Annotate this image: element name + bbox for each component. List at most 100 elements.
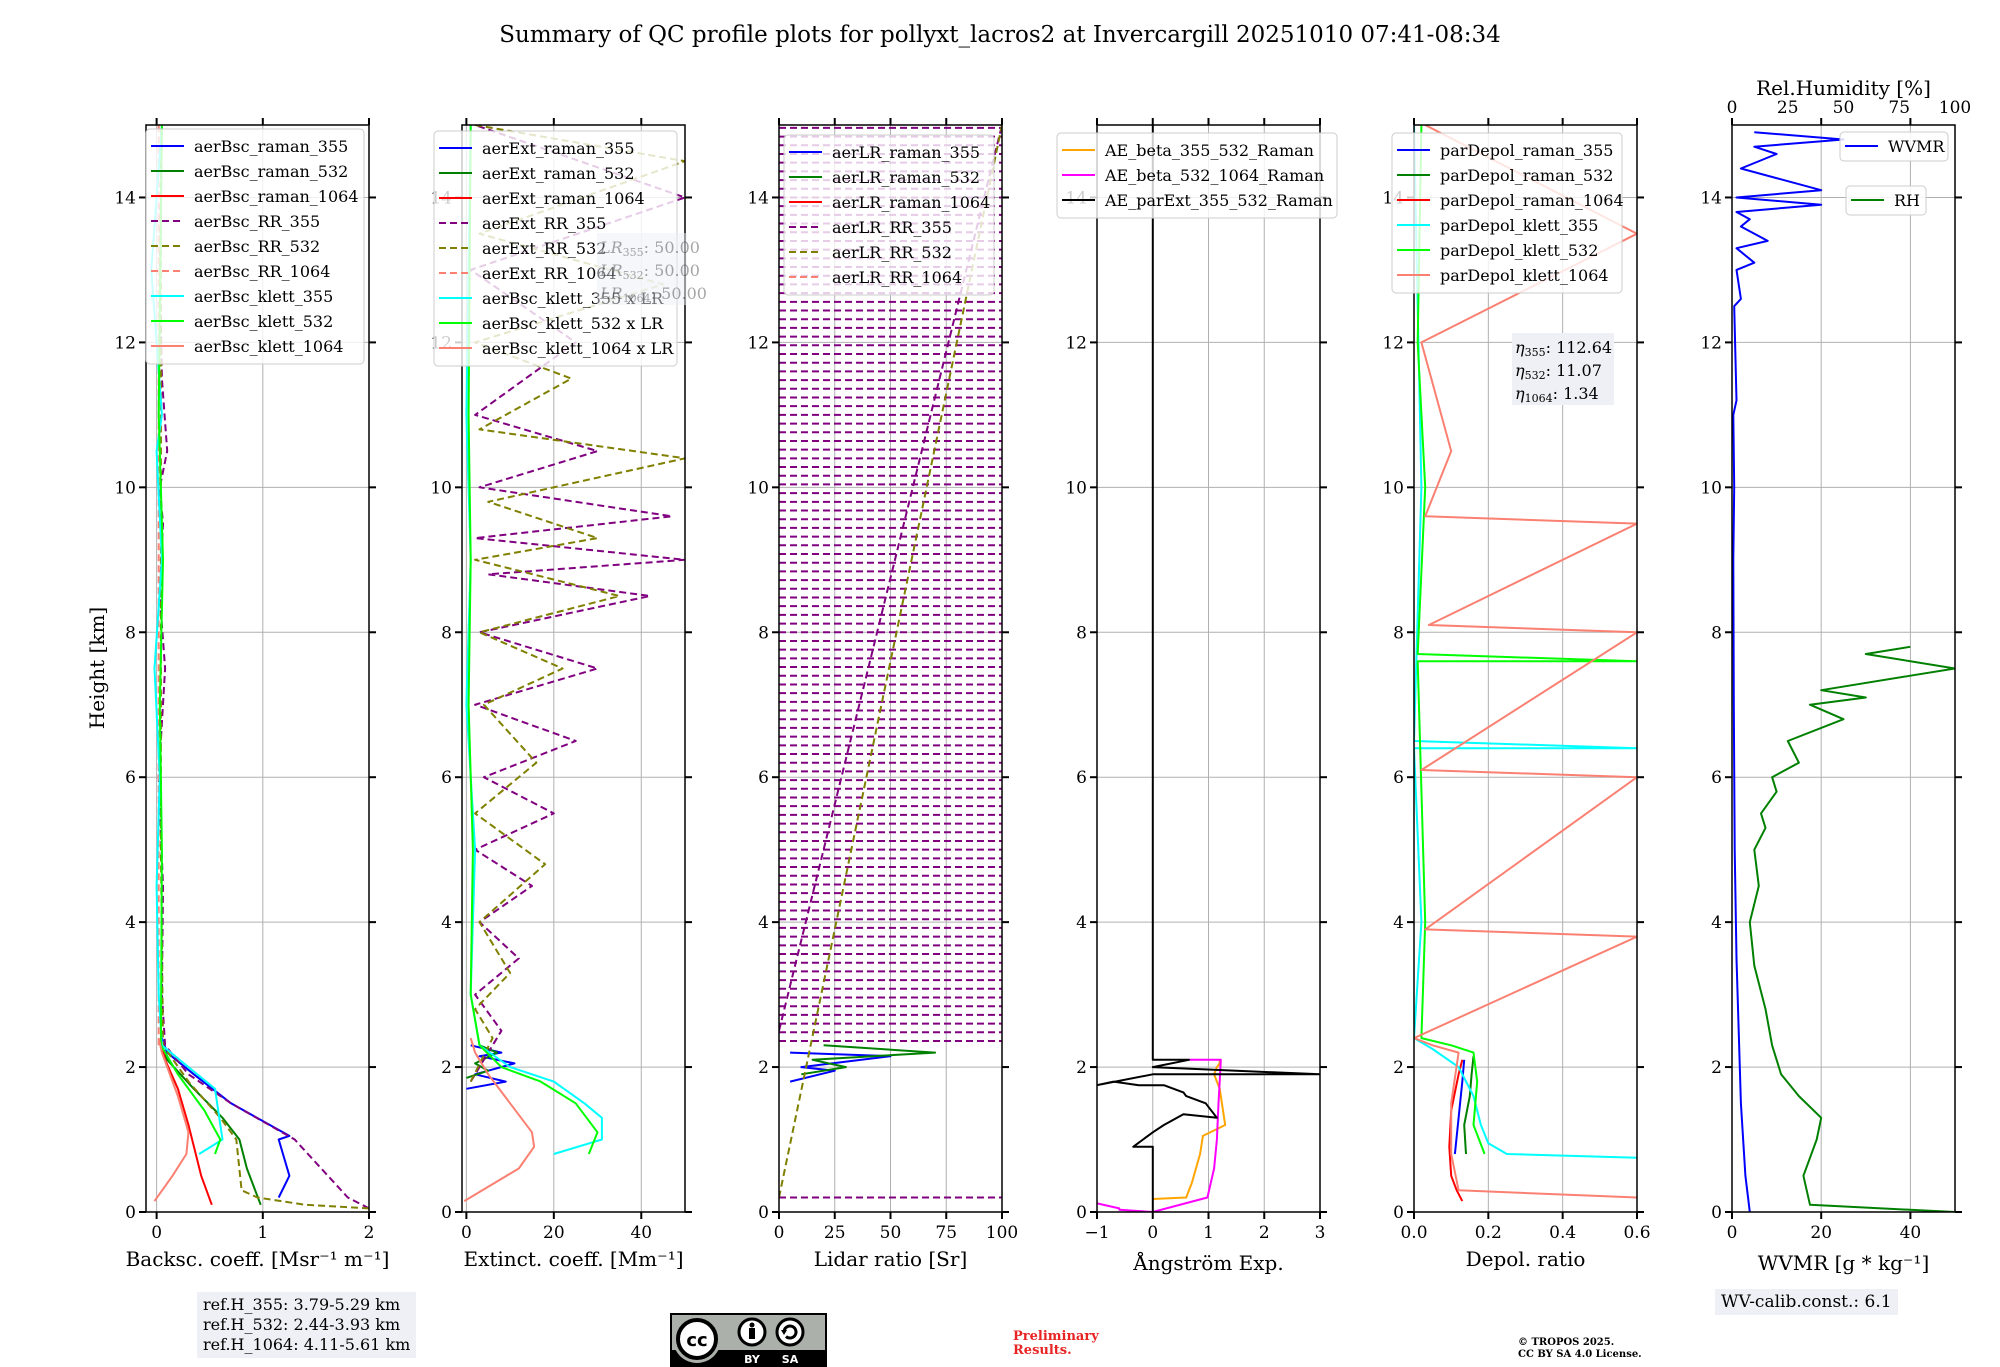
x-axis-label: Ångström Exp.	[1132, 1250, 1283, 1275]
x-tick-label: 0.6	[1623, 1223, 1650, 1243]
y-tick-label: 6	[758, 768, 769, 788]
y-tick-label: 12	[747, 333, 769, 353]
y-tick-label: 10	[114, 478, 136, 498]
x-tick-label: 20	[543, 1223, 565, 1243]
series-pardepol-raman-532	[1463, 1056, 1475, 1155]
legend-label: AE_beta_355_532_Raman	[1104, 141, 1314, 160]
legend: aerBsc_raman_355 aerBsc_raman_532 aerBsc_r…	[145, 128, 365, 365]
y-tick-label: 4	[441, 913, 452, 933]
legend-label: aerLR_raman_532	[832, 168, 980, 187]
y-tick-label: 8	[125, 623, 136, 643]
x-tick-label: 3	[1315, 1223, 1326, 1243]
legend-label: aerBsc_RR_1064	[194, 262, 330, 281]
legend: AE_beta_355_532_Raman AE_beta_532_1064_Ra…	[1056, 132, 1338, 219]
top-axis-label: Rel.Humidity [%]	[1756, 76, 1931, 100]
legend-box	[145, 128, 365, 365]
svg-text:cc: cc	[686, 1330, 707, 1351]
preliminary-line-2: Results.	[1013, 1343, 1072, 1358]
y-tick-label: 4	[1393, 913, 1404, 933]
legend-label: parDepol_raman_532	[1440, 166, 1613, 185]
legend: parDepol_raman_355 parDepol_raman_532 parD…	[1391, 132, 1624, 294]
x-tick-label: 100	[986, 1223, 1018, 1243]
series-aerext-raman-532	[466, 1044, 498, 1079]
annotation-line: LR532: 50.00	[599, 261, 700, 282]
x-tick-label: 40	[630, 1223, 652, 1243]
legend-label: WVMR	[1888, 137, 1945, 156]
top-x-tick-label: 100	[1939, 98, 1971, 118]
series-rh	[1748, 645, 1955, 1212]
panel-lr: 0 25 50 75 100 0 2 4 6 8 10 12 14 Lidar ratio [Sr] aer…	[747, 118, 1018, 1271]
legend-label: parDepol_klett_355	[1440, 216, 1598, 235]
x-tick-label: 0	[1147, 1223, 1158, 1243]
annotation-bg	[597, 233, 687, 305]
x-tick-label: 2	[364, 1223, 375, 1243]
series-wvmr	[1732, 131, 1845, 1212]
y-tick-label: 0	[758, 1203, 769, 1223]
axes-frame	[145, 124, 370, 1213]
legend-label: aerExt_raman_1064	[482, 189, 645, 208]
annotation-line: LR1064: 50.00	[599, 284, 707, 305]
x-tick-label: 0	[1727, 1223, 1738, 1243]
y-tick-label: 2	[1076, 1058, 1087, 1078]
plot-area	[1097, 125, 1320, 1212]
axes-frame	[1731, 124, 1956, 1213]
y-tick-label: 8	[1076, 623, 1087, 643]
legend-label: aerExt_raman_532	[482, 164, 635, 183]
x-tick-label: 75	[935, 1223, 957, 1243]
series-aerbsc-raman-532	[159, 1044, 262, 1206]
annotation-line: η532: 11.07	[1515, 361, 1602, 382]
reference-heights-box: ref.H_355: 3.79-5.29 km ref.H_532: 2.44-…	[197, 1292, 417, 1358]
legend-label: aerBsc_klett_1064 x LR	[482, 339, 674, 358]
y-tick-label: 8	[1393, 623, 1404, 643]
series-aerlr-rr-355	[779, 125, 1002, 1032]
y-tick-label: 14	[747, 188, 769, 208]
legend-box	[1056, 132, 1338, 219]
x-tick-label: 0	[461, 1223, 472, 1243]
legend-label: aerBsc_raman_532	[194, 162, 348, 181]
y-tick-label: 10	[430, 478, 452, 498]
top-x-tick-label: 50	[1833, 98, 1855, 118]
legend-label: AE_beta_532_1064_Raman	[1104, 166, 1324, 185]
legend-label: aerLR_RR_1064	[832, 268, 962, 287]
axes-frame	[461, 124, 686, 1213]
plot-area	[150, 125, 369, 1210]
x-axis-label: Backsc. coeff. [Msr⁻¹ m⁻¹]	[126, 1247, 390, 1271]
figure-title: Summary of QC profile plots for pollyxt_…	[499, 22, 1501, 48]
ref-height-355: ref.H_355: 3.79-5.29 km	[203, 1295, 401, 1314]
x-tick-label: 1	[257, 1223, 268, 1243]
legend-label: aerExt_RR_532	[482, 239, 606, 258]
plot-area	[1732, 131, 1955, 1212]
y-tick-label: 12	[1382, 333, 1404, 353]
y-tick-label: 0	[441, 1203, 452, 1223]
copyright-line-1: © TROPOS 2025.	[1518, 1337, 1615, 1348]
y-tick-label: 2	[441, 1058, 452, 1078]
y-tick-label: 8	[758, 623, 769, 643]
y-tick-label: 4	[125, 913, 136, 933]
x-tick-label: 40	[1900, 1223, 1922, 1243]
x-tick-label: 25	[824, 1223, 846, 1243]
y-tick-label: 2	[1711, 1058, 1722, 1078]
legend-label: aerBsc_klett_355	[194, 287, 333, 306]
y-tick-label: 4	[1711, 913, 1722, 933]
x-tick-label: 0.4	[1549, 1223, 1576, 1243]
y-tick-label: 0	[1711, 1203, 1722, 1223]
series-aerbsc-klett-1064-x-lr	[463, 1037, 536, 1202]
y-tick-label: 0	[1076, 1203, 1087, 1223]
y-tick-label: 14	[114, 188, 136, 208]
y-tick-label: 4	[758, 913, 769, 933]
top-x-tick-label: 25	[1777, 98, 1799, 118]
copyright-line-2: CC BY SA 4.0 License.	[1518, 1349, 1642, 1360]
series-aerlr-raman-532	[801, 1044, 937, 1076]
y-tick-label: 12	[1700, 333, 1722, 353]
x-tick-label: 1	[1203, 1223, 1214, 1243]
legend-label: parDepol_klett_1064	[1440, 266, 1609, 285]
legend-label: aerBsc_raman_1064	[194, 187, 359, 206]
y-tick-label: 12	[114, 333, 136, 353]
legend-label: parDepol_raman_1064	[1440, 191, 1624, 210]
legend-label: aerBsc_RR_532	[194, 237, 320, 256]
annotation-line: η355: 112.64	[1515, 338, 1612, 359]
legend-label: parDepol_raman_355	[1440, 141, 1613, 160]
series-pardepol-raman-355	[1453, 1059, 1466, 1155]
